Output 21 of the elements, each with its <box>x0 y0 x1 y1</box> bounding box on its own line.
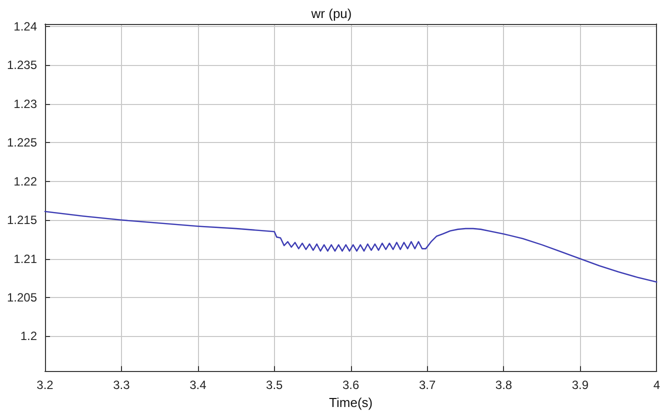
line-series <box>44 210 658 283</box>
y-tick-label: 1.235 <box>6 58 38 72</box>
x-tick-label: 4 <box>653 378 660 392</box>
x-tick-label: 3.6 <box>342 378 360 392</box>
y-tick-label: 1.215 <box>6 213 38 228</box>
x-tick-label: 3.4 <box>190 378 207 392</box>
x-tick-label: 3.8 <box>495 378 512 392</box>
y-tick-label: 1.225 <box>6 136 38 150</box>
x-tick-label: 3.7 <box>418 378 436 392</box>
x-tick-label: 3.9 <box>572 378 589 392</box>
x-axis-title: Time(s) <box>329 395 373 410</box>
y-tick-label: 1.205 <box>6 290 38 304</box>
x-tick-label: 3.5 <box>266 378 284 392</box>
y-tick-label: 1.2 <box>20 329 38 344</box>
y-tick-label: 1.23 <box>14 96 38 111</box>
y-tick-label: 1.22 <box>14 174 38 188</box>
x-tick-label: 3.3 <box>113 378 130 392</box>
y-tick-label: 1.21 <box>14 252 38 266</box>
y-tick-label: 1.24 <box>14 19 38 34</box>
x-tick-label: 3.2 <box>36 378 54 392</box>
chart-title: wr (pu) <box>310 6 352 21</box>
